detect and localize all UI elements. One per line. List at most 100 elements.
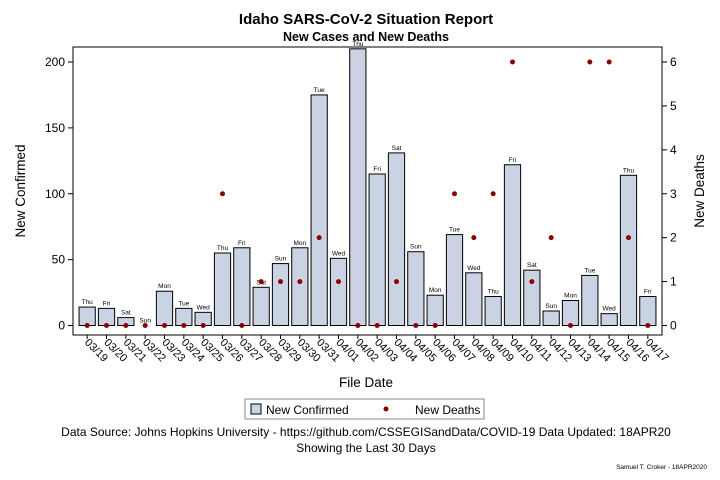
bar (387, 152, 406, 326)
y-right-tick-label: 6 (670, 55, 677, 69)
death-point (529, 279, 535, 285)
day-label: Sat (392, 145, 402, 152)
day-label: Wed (197, 304, 211, 311)
bar (271, 263, 290, 327)
bar (523, 269, 541, 327)
x-axis: 03/1903/2003/2103/2203/2303/2403/2503/26… (82, 335, 671, 365)
x-axis-label: File Date (339, 375, 393, 390)
death-point (297, 279, 303, 285)
death-point (645, 323, 651, 328)
plot-frame (72, 46, 663, 336)
y-axis-left-label: New Confirmed (13, 144, 28, 237)
death-point (181, 323, 187, 328)
day-label: Thu (488, 289, 500, 296)
bar (349, 48, 367, 326)
y-left-tick-label: 200 (45, 55, 65, 69)
day-label: Thu (217, 245, 229, 252)
death-point (413, 323, 419, 328)
chart-title: Idaho SARS-CoV-2 Situation Report (239, 11, 493, 28)
day-label: Tue (449, 227, 460, 234)
y-right-tick-label: 5 (670, 99, 677, 113)
death-point (162, 323, 167, 328)
death-point (104, 323, 109, 328)
y-left-tick-label: 100 (45, 187, 65, 201)
bar-series (78, 48, 657, 327)
day-label: Wed (467, 265, 481, 272)
y-right-tick-label: 0 (670, 319, 677, 333)
y-axis-right-label: New Deaths (692, 154, 707, 228)
deaths-series (84, 59, 651, 328)
bar (78, 306, 96, 326)
day-label: Sun (275, 256, 287, 263)
y-right-tick-label: 1 (670, 275, 677, 289)
death-point (316, 235, 322, 241)
bar (619, 174, 638, 326)
day-label: Fri (373, 166, 381, 173)
bar (484, 296, 502, 327)
day-label: Wed (332, 250, 346, 257)
bar (155, 290, 174, 326)
day-label: Wed (603, 306, 617, 313)
death-point (142, 323, 148, 328)
legend: New Confirmed New Deaths (244, 398, 485, 420)
day-label: Tue (584, 267, 595, 274)
day-label: Tue (178, 300, 189, 307)
bar (252, 286, 270, 327)
bar (310, 94, 328, 326)
bar (542, 310, 560, 327)
death-point (606, 59, 612, 65)
day-label: Thu (82, 299, 94, 306)
death-point (432, 323, 438, 328)
death-point (200, 323, 206, 328)
legend-dot-swatch (383, 406, 389, 412)
bar (639, 296, 657, 327)
death-point (452, 191, 457, 197)
death-point (258, 279, 264, 285)
bar (407, 251, 425, 326)
y-right-tick-label: 3 (670, 187, 677, 201)
day-label: Fri (509, 157, 517, 164)
death-point (220, 191, 225, 197)
y-left-tick-label: 50 (52, 253, 66, 267)
bar (503, 164, 522, 326)
bar (426, 294, 444, 327)
death-point (471, 235, 477, 241)
death-point (336, 279, 341, 285)
day-label: Fri (238, 240, 246, 247)
death-point (490, 191, 496, 197)
death-point (510, 59, 515, 65)
day-label: Sun (545, 303, 557, 310)
day-label: Thu (623, 167, 635, 174)
day-label: Fri (103, 300, 111, 307)
bar (600, 313, 618, 326)
day-label: Mon (429, 287, 442, 294)
bar (329, 257, 348, 326)
day-label: Mon (158, 283, 171, 290)
bar (465, 272, 483, 326)
death-point (374, 323, 380, 328)
right-axis: 0 1 2 3 4 5 6 (662, 55, 677, 333)
y-left-tick-label: 150 (45, 121, 65, 135)
bar (581, 274, 599, 326)
left-axis: 0 50 100 150 200 (45, 55, 73, 333)
legend-bar-swatch (250, 403, 262, 415)
day-label: Sun (410, 244, 422, 251)
death-point (278, 279, 283, 285)
day-label: Thu (352, 41, 364, 48)
day-label: Mon (294, 240, 307, 247)
day-label: Sat (527, 262, 537, 269)
bar (445, 234, 464, 326)
bar (233, 247, 251, 326)
death-point (355, 323, 361, 328)
death-point (394, 279, 399, 285)
day-label: Sat (121, 310, 131, 317)
death-point (626, 235, 631, 241)
bar (175, 307, 193, 326)
death-point (239, 323, 245, 328)
bar (291, 247, 309, 326)
chart-subtitle: New Cases and New Deaths (283, 30, 449, 44)
death-point (123, 323, 129, 328)
bar (368, 173, 386, 326)
day-label: Tue (314, 87, 325, 94)
